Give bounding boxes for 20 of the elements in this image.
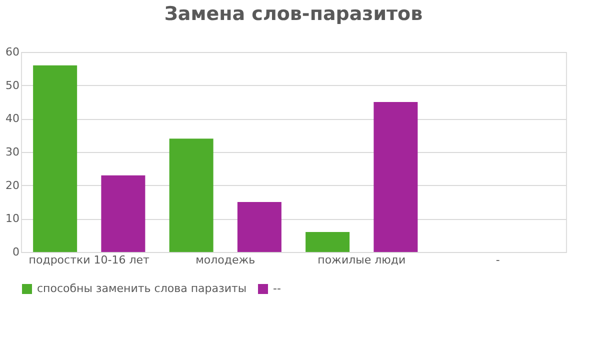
y-tick-label: 0 bbox=[12, 246, 20, 258]
bar bbox=[169, 138, 214, 252]
chart-title: Замена слов-паразитов bbox=[164, 3, 423, 25]
legend-label: -- bbox=[273, 282, 281, 295]
legend-label: способны заменить слова паразиты bbox=[37, 282, 247, 295]
x-tick-label: подростки 10-16 лет bbox=[28, 254, 150, 266]
y-tick-label: 60 bbox=[6, 46, 20, 58]
y-tick-label: 30 bbox=[6, 146, 20, 158]
y-tick-label: 20 bbox=[6, 178, 20, 192]
y-tick-label: 10 bbox=[6, 212, 20, 226]
y-tick-label: 50 bbox=[6, 78, 20, 92]
x-tick-label: пожилые люди bbox=[318, 254, 406, 266]
bar bbox=[237, 202, 282, 252]
x-tick-label: - bbox=[496, 254, 500, 266]
bar bbox=[374, 102, 418, 252]
bar bbox=[101, 175, 146, 252]
bar bbox=[33, 65, 78, 252]
bar bbox=[306, 232, 350, 252]
y-tick-label: 40 bbox=[6, 112, 20, 126]
x-tick-label: молодежь bbox=[196, 254, 256, 266]
